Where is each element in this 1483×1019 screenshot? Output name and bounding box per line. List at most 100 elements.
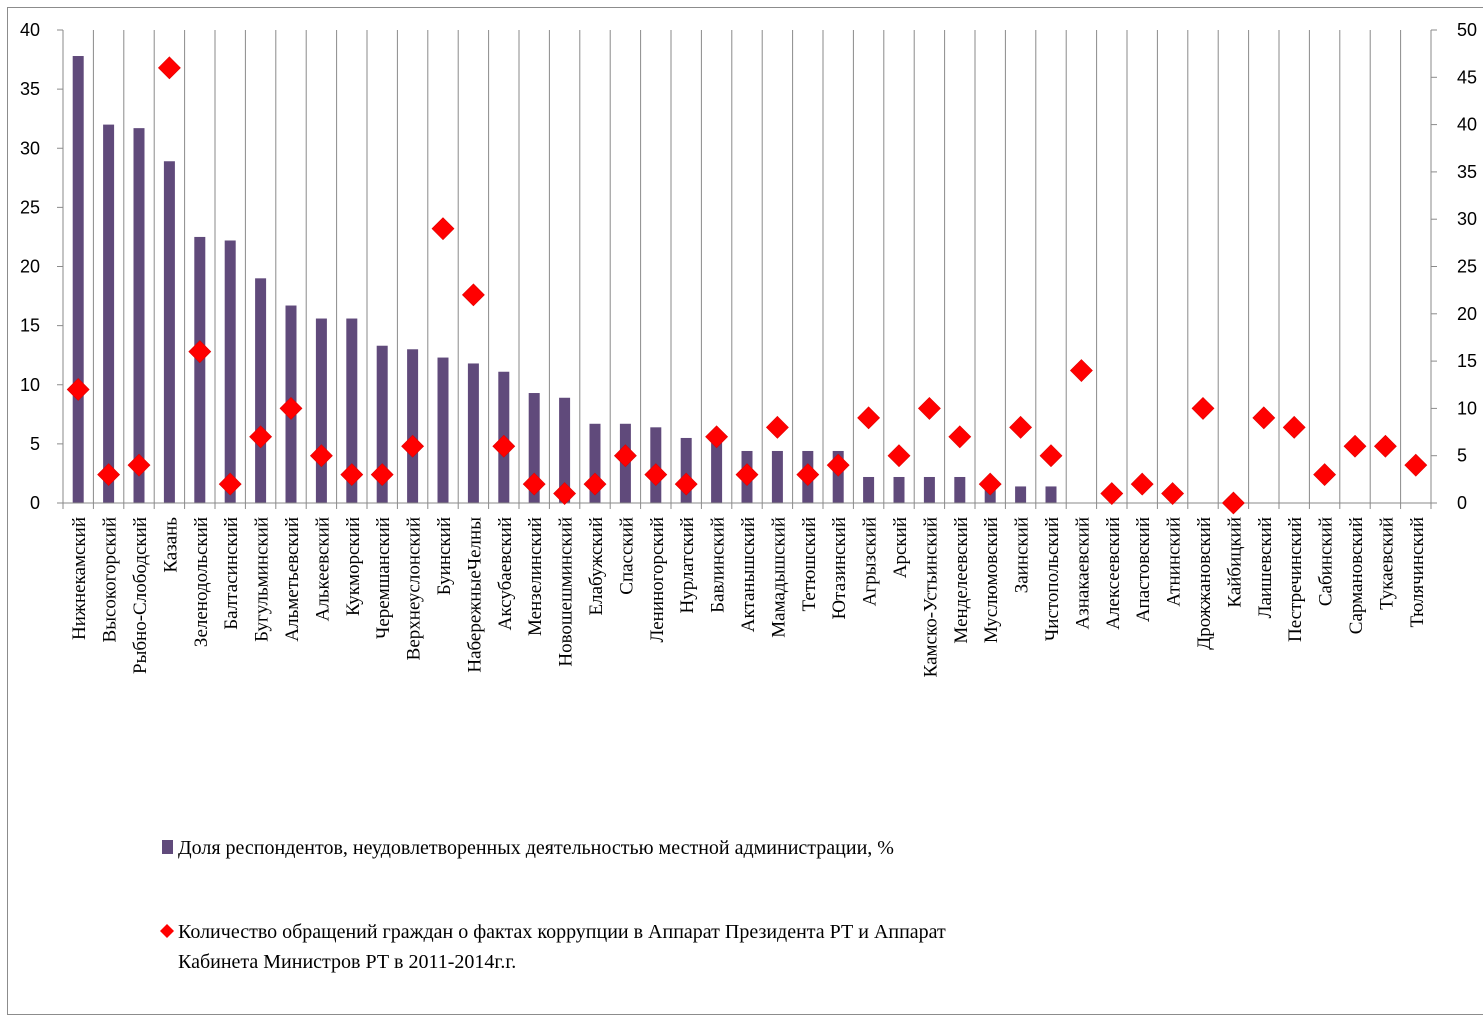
- bar: [376, 345, 388, 503]
- category-label: Ютазинский: [829, 517, 850, 619]
- right-axis-tick-labels: 0 5 10 15 20 25 30 35 40 45 50: [1457, 20, 1477, 513]
- bar: [589, 423, 601, 503]
- diamond-point: [826, 453, 850, 477]
- category-label: Агрызский: [860, 517, 881, 606]
- diamond-point: [1404, 453, 1428, 477]
- diamond-point: [1373, 434, 1397, 458]
- bar: [923, 476, 935, 503]
- diamond-point: [97, 463, 121, 487]
- diamond-point: [1221, 491, 1245, 515]
- right-tick-label: 15: [1457, 351, 1477, 371]
- diamond-point: [1252, 406, 1276, 430]
- right-tick-label: 10: [1457, 398, 1477, 418]
- category-label: Мамадышский: [768, 517, 789, 638]
- right-tick-label: 35: [1457, 162, 1477, 182]
- category-label: Нижнекамский: [69, 517, 90, 640]
- bar: [224, 240, 236, 504]
- diamond-point: [1282, 415, 1306, 439]
- legend-diamond-label-line2: Кабинета Министров РТ в 2011-2014г.г.: [178, 951, 516, 973]
- category-label: Спасский: [616, 517, 637, 595]
- legend-bar-label: Доля респондентов, неудовлетворенных дея…: [178, 837, 894, 859]
- bar: [346, 318, 358, 503]
- category-label: Менделеевский: [951, 517, 972, 644]
- diamond-point: [1069, 359, 1093, 382]
- diamond-point: [1100, 482, 1124, 505]
- bar: [103, 124, 115, 503]
- bar: [1045, 486, 1057, 503]
- diamond-point: [1130, 472, 1154, 496]
- diamond-point: [857, 406, 881, 430]
- bar: [832, 450, 844, 503]
- diamond-point: [461, 283, 485, 307]
- diamond-point: [1161, 482, 1185, 505]
- diamond-point: [188, 340, 212, 364]
- category-label: Елабужский: [586, 517, 607, 616]
- category-label: Кукморский: [343, 517, 364, 616]
- category-label: Бавлинский: [708, 517, 729, 613]
- category-label: Альметьевский: [282, 517, 303, 642]
- category-label: Балтасинский: [221, 517, 242, 630]
- diamond-point: [705, 425, 729, 449]
- left-tick-label: 35: [20, 79, 40, 99]
- legend-diamond-swatch: [160, 924, 174, 938]
- diamond-point: [765, 415, 789, 439]
- bar: [954, 476, 966, 503]
- category-label: Казань: [160, 517, 181, 573]
- diamond-point: [1313, 463, 1337, 487]
- category-labels: Нижнекамский Высокогорский Рыбно-Слободски…: [69, 517, 1428, 678]
- category-label: Тюлячинский: [1407, 517, 1428, 628]
- diamond-point: [66, 378, 90, 401]
- diamond-point: [735, 463, 759, 487]
- category-label: Тетюшский: [799, 517, 820, 611]
- legend-diamond-label-line1: Количество обращений граждан о фактах ко…: [178, 921, 946, 943]
- diamond-point: [674, 472, 698, 496]
- diamond-point: [644, 463, 668, 487]
- bar: [559, 397, 571, 503]
- right-tick-label: 5: [1457, 446, 1467, 466]
- category-label: Черемшанский: [373, 517, 394, 639]
- left-tick-label: 5: [30, 434, 40, 454]
- category-label: Сабинский: [1316, 517, 1337, 606]
- right-tick-label: 40: [1457, 115, 1477, 135]
- right-tick-label: 45: [1457, 67, 1477, 87]
- diamond-point: [127, 453, 151, 477]
- chart-frame: [7, 7, 1483, 1015]
- bar: [893, 476, 905, 503]
- diamond-point: [613, 444, 637, 468]
- category-label: Алексеевский: [1103, 517, 1124, 630]
- diamond-point: [1191, 396, 1215, 420]
- right-tick-label: 25: [1457, 257, 1477, 277]
- left-tick-label: 0: [30, 493, 40, 513]
- category-label: Атнинский: [1164, 517, 1185, 607]
- bar: [771, 450, 783, 503]
- bar: [315, 318, 327, 503]
- diamond-point: [553, 482, 577, 505]
- category-label: Чистопольский: [1042, 517, 1063, 641]
- category-label: НабережныеЧелны: [464, 517, 485, 673]
- category-label: Азнакаевский: [1072, 517, 1093, 630]
- category-label: Лениногорский: [647, 517, 668, 643]
- diamond-point: [796, 463, 820, 487]
- right-tick-label: 30: [1457, 209, 1477, 229]
- left-tick-label: 10: [20, 375, 40, 395]
- category-label: Алькеевский: [312, 517, 333, 621]
- bar: [194, 236, 206, 503]
- diamond-point: [948, 425, 972, 449]
- category-label: Нурлатский: [677, 517, 698, 613]
- diamond-point: [401, 434, 425, 458]
- bar: [467, 363, 479, 503]
- diamond-point: [431, 217, 455, 241]
- right-tick-label: 50: [1457, 20, 1477, 40]
- left-axis-tick-labels: 0 5 10 15 20 25 30 35 40: [20, 20, 40, 513]
- left-tick-label: 20: [20, 257, 40, 277]
- bar: [133, 128, 145, 503]
- category-label: Рыбно-Слободский: [130, 517, 151, 674]
- category-label: Камско-Устьинский: [920, 517, 941, 677]
- category-label: Сармановский: [1346, 517, 1367, 634]
- category-label: Верхнеуслонский: [404, 517, 425, 660]
- diamond-point: [279, 396, 303, 420]
- bar: [72, 56, 84, 503]
- diamond-point: [1009, 415, 1033, 439]
- legend-bar-swatch: [162, 840, 173, 854]
